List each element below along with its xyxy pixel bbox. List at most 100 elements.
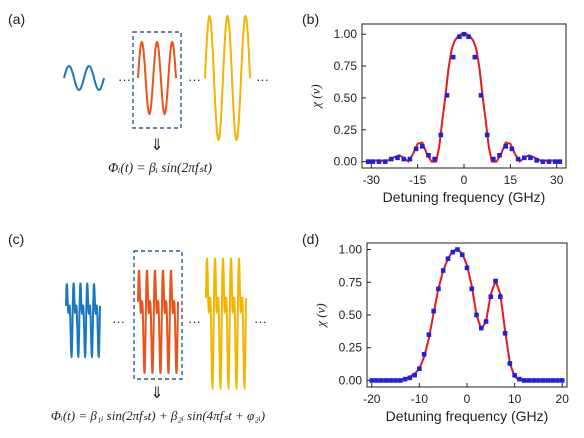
panel-label-b: (b) bbox=[302, 11, 319, 27]
data-point bbox=[550, 378, 556, 383]
data-point bbox=[401, 156, 407, 162]
data-point bbox=[369, 378, 375, 383]
x-tick-label: 15 bbox=[504, 173, 518, 187]
data-point bbox=[461, 31, 467, 37]
x-axis-label: Detuning frequency (GHz) bbox=[386, 408, 549, 424]
data-point bbox=[517, 376, 522, 382]
data-point bbox=[455, 247, 460, 252]
y-tick-label: 0.75 bbox=[339, 275, 363, 289]
data-point bbox=[546, 159, 552, 164]
data-point bbox=[374, 378, 379, 383]
plot-frame bbox=[361, 23, 567, 169]
data-point bbox=[376, 159, 382, 164]
data-point bbox=[436, 286, 441, 292]
data-point bbox=[526, 378, 532, 383]
waveform-gold-a bbox=[204, 14, 251, 142]
data-point bbox=[528, 155, 533, 161]
data-point bbox=[413, 146, 419, 152]
down-arrow-icon: ⇓ bbox=[150, 385, 163, 402]
data-point bbox=[393, 378, 398, 383]
data-point bbox=[540, 159, 546, 164]
data-point bbox=[407, 156, 413, 162]
y-tick-label: 0.00 bbox=[334, 155, 358, 169]
ellipsis-c1: ··· bbox=[112, 314, 125, 329]
data-point bbox=[469, 286, 475, 292]
data-point bbox=[459, 252, 465, 258]
data-point bbox=[450, 249, 456, 255]
data-point bbox=[466, 34, 471, 40]
x-tick-label: 30 bbox=[550, 173, 564, 187]
y-tick-label: 0.00 bbox=[339, 373, 363, 387]
pulse-train-schematic-a: ··· ··· ··· ⇓ Φᵢ(t) = βᵢ sin(2πfₛt) bbox=[63, 14, 269, 175]
highlight-box-a bbox=[132, 31, 182, 129]
data-point bbox=[444, 93, 450, 98]
data-point bbox=[382, 159, 388, 164]
data-point bbox=[484, 132, 490, 138]
data-point bbox=[395, 155, 400, 161]
data-point bbox=[497, 152, 502, 158]
data-point bbox=[464, 265, 470, 271]
data-point bbox=[419, 144, 425, 149]
data-point bbox=[521, 378, 527, 383]
x-tick-label: 10 bbox=[508, 392, 522, 406]
data-point bbox=[421, 351, 427, 357]
data-point bbox=[365, 159, 371, 164]
data-point bbox=[426, 152, 431, 158]
data-point bbox=[515, 156, 521, 162]
ellipsis-a1: ··· bbox=[118, 72, 131, 87]
pulse-train-schematic-c: ··· ··· ··· ⇓ Φᵢ(t) = β₁ᵢ sin(2πfₛt) + β… bbox=[51, 250, 267, 423]
ellipsis-c2: ··· bbox=[188, 314, 201, 329]
data-point bbox=[557, 159, 563, 164]
data-point bbox=[555, 378, 560, 383]
data-point bbox=[389, 156, 394, 162]
y-axis-label: χ (ν) bbox=[313, 303, 328, 328]
data-point bbox=[432, 156, 437, 162]
data-point bbox=[552, 159, 558, 164]
data-point bbox=[388, 378, 394, 383]
fit-line bbox=[371, 248, 563, 382]
data-point bbox=[383, 378, 389, 383]
highlight-box-c bbox=[133, 250, 183, 380]
waveform-blue-a bbox=[63, 64, 105, 92]
formula-a: Φᵢ(t) = βᵢ sin(2πfₛt) bbox=[108, 160, 213, 175]
x-tick-label: -15 bbox=[409, 173, 427, 187]
x-tick-label: 0 bbox=[464, 392, 471, 406]
data-point bbox=[378, 378, 384, 383]
data-point bbox=[498, 294, 503, 299]
data-point bbox=[417, 366, 422, 371]
y-tick-label: 1.00 bbox=[339, 243, 363, 257]
data-point bbox=[502, 331, 508, 336]
data-point bbox=[559, 378, 565, 383]
data-point bbox=[512, 372, 517, 378]
data-point bbox=[521, 155, 527, 161]
data-point bbox=[540, 378, 546, 383]
y-axis-label: χ (ν) bbox=[308, 84, 323, 109]
data-point bbox=[474, 312, 479, 318]
data-point bbox=[472, 54, 478, 60]
data-point bbox=[402, 376, 408, 382]
data-point bbox=[426, 332, 432, 337]
y-tick-label: 0.25 bbox=[339, 341, 363, 355]
ellipsis-a2: ··· bbox=[188, 72, 201, 87]
chart-d: -20 -10 0 10 20 0.00 0.25 0.50 0.75 1.00 Detuning … bbox=[313, 242, 570, 424]
data-point bbox=[407, 375, 413, 381]
waveform-gold-c bbox=[205, 257, 247, 391]
waveform-orange-c bbox=[137, 269, 179, 374]
data-point bbox=[450, 54, 456, 60]
data-point bbox=[509, 146, 515, 152]
x-tick-label: -10 bbox=[411, 392, 429, 406]
x-tick-label: 20 bbox=[556, 392, 570, 406]
panel-label-d: (d) bbox=[302, 231, 319, 247]
waveform-blue-c bbox=[65, 282, 101, 359]
data-point bbox=[478, 93, 484, 98]
data-point bbox=[478, 325, 484, 331]
ellipsis-c3: ··· bbox=[254, 314, 267, 329]
data-point bbox=[370, 159, 376, 164]
y-tick-label: 0.75 bbox=[334, 59, 358, 73]
fit-line bbox=[368, 33, 560, 163]
x-axis-label: Detuning frequency (GHz) bbox=[383, 189, 546, 205]
panel-label-a: (a) bbox=[8, 11, 25, 27]
chart-b: -30 -15 0 15 30 0.00 0.25 0.50 0.75 1.00 Detuning … bbox=[308, 23, 567, 205]
data-point bbox=[438, 132, 444, 138]
y-tick-label: 0.50 bbox=[339, 308, 363, 322]
